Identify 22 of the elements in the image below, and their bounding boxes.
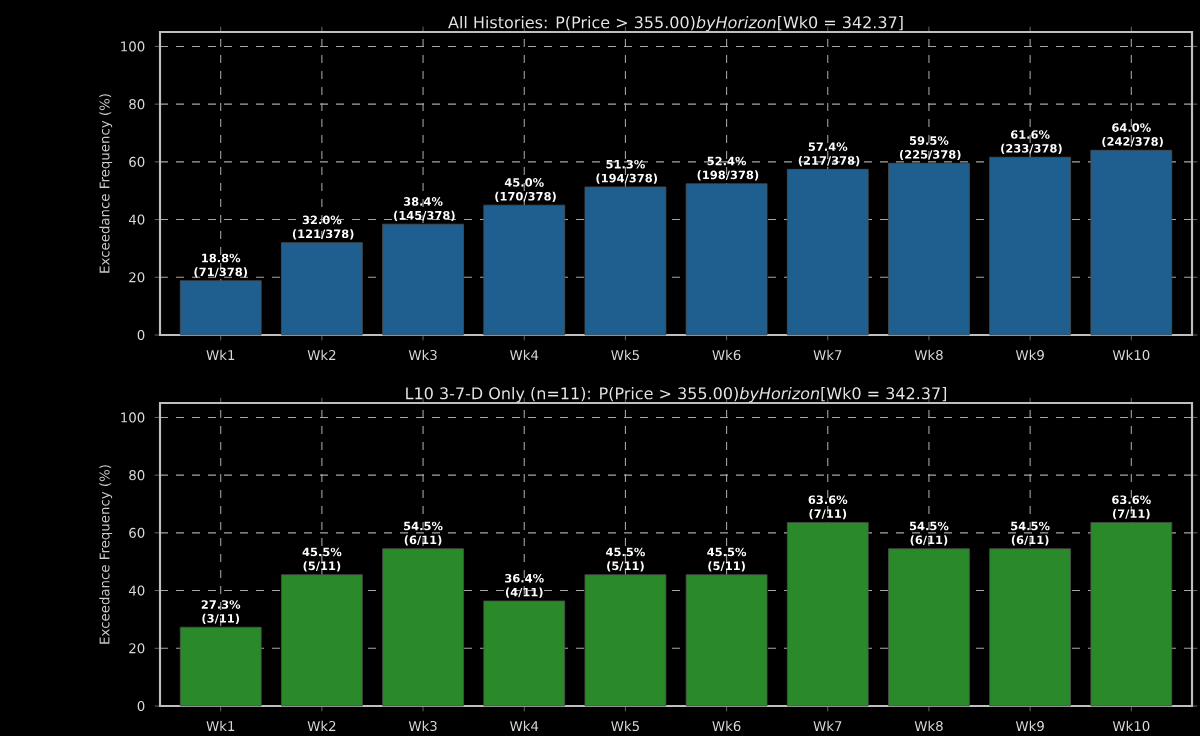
bar — [584, 574, 667, 707]
bar — [584, 186, 667, 336]
bar — [179, 280, 262, 336]
bar — [1090, 522, 1173, 707]
bar — [685, 183, 768, 336]
bar — [483, 600, 566, 707]
bar — [786, 522, 869, 707]
bar — [989, 156, 1071, 336]
bar — [382, 223, 464, 336]
bar — [786, 168, 869, 336]
bar — [1090, 149, 1173, 336]
bar — [281, 242, 363, 336]
bar — [281, 574, 363, 707]
chart-title: All Histories: P(Price > 355.00)byHorizon[Wk0 = 342.37] — [448, 15, 903, 32]
bar — [888, 548, 970, 707]
bar — [888, 162, 970, 336]
bar — [685, 574, 768, 707]
bar — [179, 626, 262, 707]
bar — [483, 204, 566, 336]
bar — [382, 548, 464, 707]
chart-title: L10 3-7-D Only (n=11): P(Price > 355.00)byHorizon[Wk0 = 342.37] — [406, 386, 947, 403]
bar — [989, 548, 1071, 707]
